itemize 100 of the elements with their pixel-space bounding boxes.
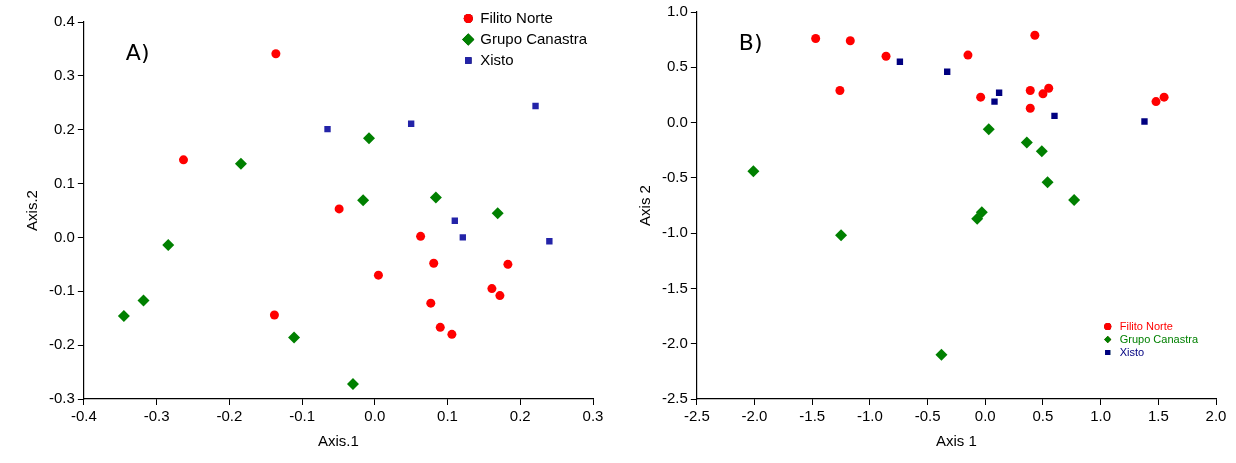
point [487, 284, 497, 294]
point [1141, 118, 1148, 125]
point [881, 51, 891, 61]
point [982, 123, 995, 136]
point [845, 36, 855, 46]
x-tick-label: 0.5 [1032, 407, 1054, 425]
point [429, 191, 442, 204]
point [362, 132, 375, 145]
x-tick-label: 1.0 [1090, 407, 1112, 425]
point [447, 329, 457, 339]
point [976, 92, 986, 102]
point [975, 206, 988, 219]
y-tick-label: -2.5 [661, 389, 688, 407]
point [324, 125, 331, 133]
point [747, 165, 760, 178]
point [1025, 86, 1035, 96]
point [334, 204, 344, 214]
x-tick-label: 1.5 [1147, 407, 1169, 425]
point [1038, 89, 1048, 99]
legend-label: Filito Norte [480, 8, 553, 26]
y-tick-label: -1.5 [661, 278, 688, 296]
point [117, 310, 130, 323]
x-tick-label: -0.4 [70, 407, 97, 425]
point [269, 310, 279, 320]
y-tick-label: 0.0 [666, 112, 688, 130]
y-axis-title: Axis.2 [23, 190, 41, 231]
x-tick-label: -0.2 [216, 407, 243, 425]
point [1159, 92, 1169, 102]
x-tick-label: 0.0 [974, 407, 996, 425]
legend-label: Xisto [480, 50, 514, 68]
point [429, 258, 439, 268]
y-tick-label: 0.2 [53, 119, 75, 137]
point [503, 259, 513, 269]
point [435, 322, 445, 332]
point [1044, 83, 1054, 93]
legend-label: Grupo Canastra [1119, 332, 1199, 345]
y-tick-label: 0.5 [666, 57, 688, 75]
point [179, 155, 188, 165]
x-tick-label: 2.0 [1205, 407, 1227, 425]
point [963, 50, 973, 60]
point [373, 270, 383, 280]
point [491, 207, 504, 220]
y-tick-label: -2.0 [661, 333, 688, 351]
point [532, 102, 539, 110]
point [357, 194, 370, 207]
point [346, 377, 359, 390]
point [835, 86, 845, 96]
y-tick-label: 1.0 [666, 2, 688, 20]
x-tick-label: -2.0 [741, 407, 768, 425]
point [811, 34, 821, 44]
x-tick-label: 0.2 [509, 407, 531, 425]
legend-label: Grupo Canastra [480, 29, 588, 47]
point [137, 294, 150, 307]
point [835, 229, 848, 242]
y-tick-label: -0.2 [48, 335, 75, 353]
y-tick-label: -0.1 [48, 281, 75, 299]
point [995, 89, 1003, 96]
y-tick-label: 0.3 [53, 66, 75, 83]
legend-label: Xisto [1119, 345, 1145, 358]
x-tick-label: -1.0 [856, 407, 883, 425]
point [1151, 97, 1161, 107]
x-tick-label: 0.1 [437, 407, 458, 425]
y-tick-label: -1.0 [661, 223, 688, 241]
point [234, 157, 247, 170]
point [288, 331, 301, 344]
x-axis-title: Axis 1 [935, 432, 977, 450]
point [426, 298, 436, 308]
point [935, 348, 948, 361]
point [459, 234, 466, 241]
point [1051, 112, 1058, 120]
point [495, 291, 505, 301]
y-tick-label: -0.5 [661, 168, 688, 185]
point [162, 238, 175, 251]
x-tick-label: -2.5 [683, 407, 710, 425]
point [971, 212, 984, 225]
point [1041, 176, 1054, 189]
point [991, 98, 998, 105]
point [271, 49, 281, 59]
x-tick-label: -0.3 [143, 407, 170, 425]
point [1020, 136, 1033, 149]
annotation: B) [738, 29, 763, 55]
x-axis-title: Axis.1 [317, 432, 359, 450]
point [416, 231, 426, 241]
annotation: A) [125, 39, 150, 65]
point [1035, 145, 1048, 158]
y-tick-label: -0.3 [48, 389, 75, 407]
y-axis-title: Axis 2 [636, 185, 654, 226]
x-tick-label: -0.1 [289, 407, 315, 425]
y-tick-label: 0.0 [53, 227, 75, 245]
x-tick-label: -0.5 [914, 407, 941, 425]
point [546, 238, 553, 245]
x-tick-label: 0.3 [582, 407, 604, 425]
y-tick-label: 0.4 [53, 12, 75, 30]
x-tick-label: -1.5 [799, 407, 826, 425]
x-tick-label: 0.0 [364, 407, 386, 425]
legend-label: Filito Norte [1119, 319, 1173, 332]
point [1030, 30, 1040, 40]
y-tick-label: 0.1 [53, 173, 75, 191]
point [1068, 193, 1081, 206]
point [1025, 103, 1035, 113]
